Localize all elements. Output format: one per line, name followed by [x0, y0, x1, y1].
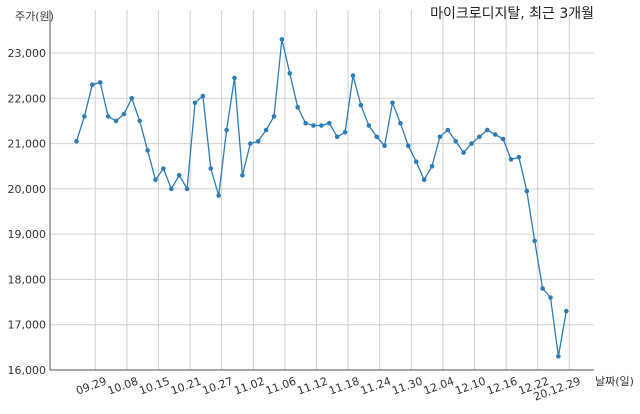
data-point — [287, 71, 293, 76]
data-point — [540, 286, 545, 291]
data-point — [327, 120, 332, 126]
x-tick-label: 11.24 — [359, 375, 393, 398]
data-point — [90, 82, 95, 87]
data-point — [184, 186, 190, 192]
data-point — [303, 120, 308, 126]
data-point — [319, 123, 324, 128]
x-tick-label: 11.12 — [295, 375, 329, 398]
data-point — [366, 123, 372, 128]
data-point — [224, 127, 229, 133]
data-point — [421, 177, 427, 183]
data-point — [263, 127, 269, 133]
series-line — [75, 39, 567, 357]
data-point — [216, 193, 221, 198]
data-point — [374, 134, 380, 140]
data-point — [461, 150, 466, 155]
price-series — [74, 37, 569, 359]
grid — [50, 10, 594, 371]
data-point — [240, 173, 245, 178]
data-point — [82, 114, 87, 119]
x-axis-label: 날짜(일) — [595, 374, 634, 388]
y-tick-label: 19,000 — [8, 228, 47, 241]
data-point — [524, 188, 530, 194]
data-point — [113, 118, 119, 124]
x-tick-label: 09.29 — [74, 375, 108, 398]
y-tick-label: 17,000 — [8, 319, 47, 332]
data-point — [192, 100, 198, 106]
axes — [49, 10, 594, 371]
x-tick-label: 11.02 — [232, 375, 266, 398]
x-tick-labels: 09.2910.0810.1510.2110.2711.0211.0611.12… — [74, 375, 582, 404]
y-tick-label: 21,000 — [8, 138, 47, 151]
data-point — [342, 130, 348, 135]
data-point — [105, 114, 111, 119]
y-tick-label: 22,000 — [8, 92, 47, 105]
x-tick-label: 11.30 — [390, 375, 424, 398]
data-point — [145, 148, 150, 153]
data-point — [279, 37, 285, 42]
x-tick-label: 10.21 — [169, 375, 203, 398]
data-point — [232, 75, 237, 81]
x-tick-label: 12.04 — [422, 375, 456, 398]
data-point — [295, 105, 301, 110]
data-point — [453, 139, 459, 144]
y-tick-label: 23,000 — [8, 47, 47, 60]
y-axis-label: 주가(원) — [15, 10, 54, 23]
data-point — [169, 186, 174, 192]
data-point — [161, 166, 166, 171]
data-point — [311, 123, 316, 128]
data-point — [208, 166, 214, 171]
y-tick-label: 16,000 — [8, 364, 47, 377]
data-point — [382, 143, 387, 149]
data-point — [398, 120, 403, 126]
data-point — [508, 157, 514, 162]
data-point — [429, 163, 435, 169]
data-point — [564, 308, 569, 314]
data-point — [485, 127, 490, 133]
x-tick-label: 11.06 — [264, 375, 298, 398]
data-point — [492, 132, 498, 137]
chart-title: 마이크로디지탈, 최근 3개월 — [430, 6, 594, 22]
x-tick-label: 11.18 — [327, 375, 361, 398]
x-tick-label: 12.16 — [485, 375, 519, 398]
y-tick-label: 20,000 — [8, 183, 47, 196]
data-point — [129, 96, 135, 101]
y-tick-labels: 16,000 17,000 18,000 19,000 20,000 21,000 22,0… — [8, 47, 47, 377]
data-point — [137, 118, 142, 124]
x-tick-label: 10.08 — [106, 375, 140, 398]
data-point — [200, 93, 206, 99]
data-point — [74, 139, 79, 144]
data-point — [358, 102, 364, 108]
data-point — [406, 143, 411, 149]
data-point — [350, 73, 356, 78]
data-point — [477, 134, 482, 140]
data-point — [437, 134, 443, 140]
x-tick-label: 10.15 — [137, 375, 171, 398]
data-point — [97, 80, 103, 85]
y-tick-label: 18,000 — [8, 273, 47, 286]
data-point — [390, 100, 395, 106]
data-point — [500, 136, 506, 142]
x-tick-label: 10.27 — [201, 375, 235, 398]
data-point — [532, 238, 537, 244]
data-point — [548, 295, 553, 300]
data-point — [516, 154, 522, 160]
data-point — [176, 173, 182, 178]
data-point — [153, 177, 158, 183]
data-point — [413, 159, 419, 164]
data-point — [248, 141, 253, 146]
data-point — [271, 114, 277, 119]
data-point — [255, 139, 261, 144]
data-point — [334, 134, 340, 140]
data-point — [121, 111, 127, 117]
data-point — [469, 141, 474, 146]
x-tick-label: 12.10 — [453, 375, 487, 398]
data-point — [445, 127, 451, 133]
data-point — [556, 354, 561, 359]
